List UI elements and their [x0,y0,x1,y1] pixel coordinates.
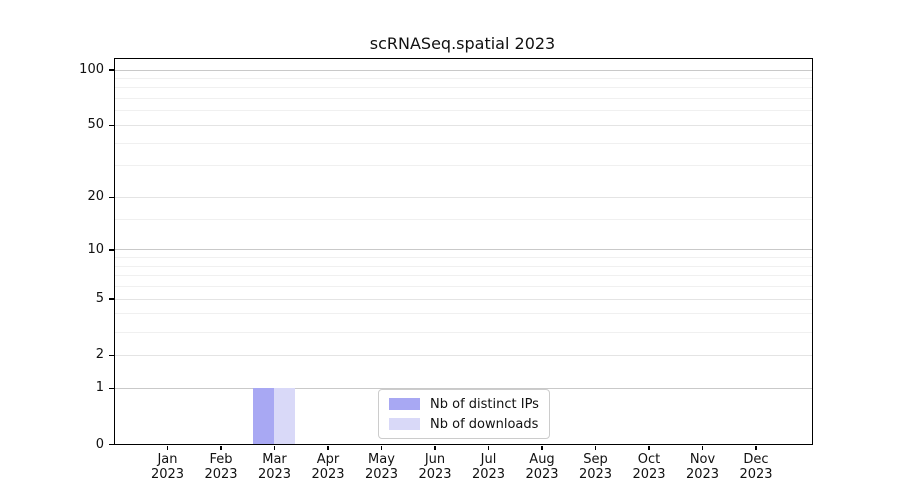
gridline-minor [115,257,812,259]
gridline-major [115,196,812,198]
x-tick-month: Jul [480,452,497,467]
y-tick-label: 50 [87,117,104,133]
x-tick-label: Jan 2023 [140,452,196,482]
y-tick-label: 1 [95,380,104,396]
x-tick-year: 2023 [150,467,185,482]
x-tick-label: Aug 2023 [514,452,570,482]
x-tick-mark [166,446,169,450]
x-tick-mark [434,446,436,450]
x-tick-year: 2023 [311,467,345,482]
x-tick-year: 2023 [471,467,506,482]
gridline-minor [115,265,812,267]
x-tick-month: Aug [529,452,555,467]
x-tick-year: 2023 [685,467,720,482]
x-tick-label: Mar 2023 [247,452,303,482]
x-tick-month: Dec [743,452,769,467]
gridline-major [115,69,812,71]
x-tick-mark [220,446,222,450]
x-tick-year: 2023 [257,467,292,482]
y-tick-mark [109,354,114,357]
gridline-minor [115,275,812,277]
x-tick-label: Feb 2023 [193,452,249,482]
y-tick-mark [109,69,114,71]
gridline-minor [115,77,812,79]
x-tick-month: Mar [262,452,287,467]
gridline-minor [115,165,812,167]
x-tick-month: Oct [637,452,661,467]
y-tick-mark [109,124,114,127]
x-tick-month: Nov [689,452,716,467]
x-tick-label: Apr 2023 [300,452,356,482]
x-tick-label: Dec 2023 [728,452,784,482]
x-tick-month: May [368,452,395,467]
x-tick-mark [594,446,597,450]
legend: Nb of distinct IPs Nb of downloads [378,389,550,439]
x-tick-year: 2023 [578,467,613,482]
legend-label: Nb of downloads [430,416,539,432]
y-tick-label: 0 [95,436,104,452]
gridline-major [115,387,812,389]
x-tick-mark [380,446,383,450]
y-tick-mark [109,387,114,389]
x-tick-year: 2023 [632,467,666,482]
x-tick-mark [541,446,543,450]
x-tick-month: Jan [157,452,178,467]
y-tick-label: 100 [79,62,104,78]
plot-area [114,58,813,445]
x-tick-year: 2023 [418,467,452,482]
x-tick-year: 2023 [204,467,238,482]
x-tick-label: Jul 2023 [461,452,517,482]
x-tick-month: Jun [424,452,446,467]
x-tick-label: Nov 2023 [675,452,731,482]
y-tick-mark [109,249,114,251]
x-tick-mark [327,446,329,450]
x-tick-mark [701,446,704,450]
x-tick-mark [648,446,650,450]
gridline-minor [115,110,812,112]
y-tick-label: 20 [87,189,104,205]
x-tick-mark [273,446,276,450]
gridline-major [115,124,812,126]
legend-item: Nb of downloads [389,416,539,432]
bar-nb-of-downloads [274,387,296,444]
gridline-minor [115,98,812,100]
gridline-minor [115,142,812,144]
x-tick-label: May 2023 [354,452,410,482]
legend-label: Nb of distinct IPs [430,396,539,412]
gridline-minor [115,286,812,288]
gridline-major [115,298,812,300]
x-tick-label: Jun 2023 [407,452,463,482]
x-tick-month: Apr [316,452,340,467]
y-tick-label: 2 [95,347,104,363]
y-tick-label: 5 [95,291,104,307]
x-tick-year: 2023 [525,467,559,482]
gridline-major [115,249,812,251]
x-tick-year: 2023 [364,467,399,482]
y-tick-mark [109,196,114,199]
x-tick-month: Sep [583,452,608,467]
y-tick-mark [109,298,114,300]
x-tick-month: Feb [209,452,233,467]
y-tick-label: 10 [87,241,104,257]
chart-title: scRNASeq.spatial 2023 [369,34,556,53]
x-tick-mark [487,446,490,450]
x-tick-mark [755,446,757,450]
y-tick-mark [109,443,114,446]
legend-swatch-nb-of-downloads [389,418,420,430]
gridline-minor [115,219,812,221]
bar-nb-of-distinct-ips [252,387,274,444]
gridline-minor [115,331,812,333]
gridline-major [115,354,812,356]
x-tick-year: 2023 [739,467,773,482]
gridline-minor [115,87,812,89]
legend-item: Nb of distinct IPs [389,396,539,412]
gridline-minor [115,313,812,315]
legend-swatch-nb-of-distinct-ips [389,398,420,410]
x-tick-label: Sep 2023 [568,452,624,482]
x-tick-label: Oct 2023 [621,452,677,482]
